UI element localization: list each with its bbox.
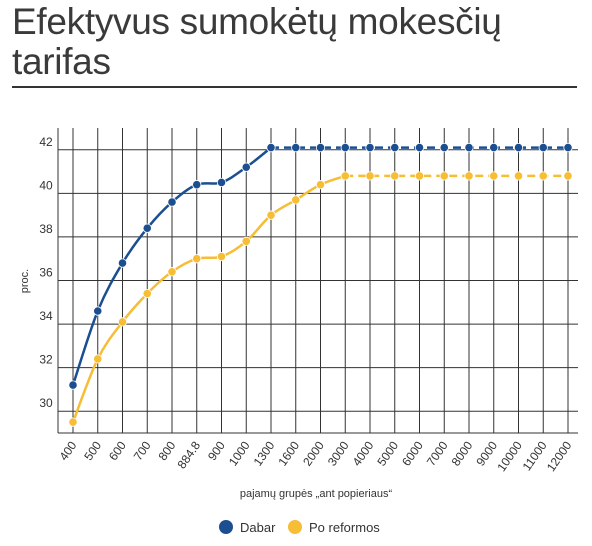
data-point: [291, 195, 301, 205]
series-line-po-reformos: [71, 174, 346, 423]
y-tick-label: 42: [39, 135, 53, 149]
data-point: [315, 143, 326, 153]
legend-marker-po-reformos: [288, 520, 302, 534]
x-tick-label: 500: [81, 438, 104, 463]
data-point: [142, 288, 152, 299]
data-point: [167, 197, 177, 207]
x-tick-label: 5000: [374, 438, 401, 468]
x-tick-label: 1600: [275, 438, 302, 468]
legend-label: Dabar: [240, 520, 276, 535]
data-point: [414, 143, 425, 153]
x-tick-label: 884.8: [175, 438, 204, 471]
data-point: [117, 258, 128, 268]
data-point: [167, 267, 177, 277]
data-point: [439, 143, 449, 153]
data-point: [563, 171, 573, 181]
x-tick-label: 1300: [251, 438, 278, 468]
data-point: [390, 143, 400, 153]
x-tick-label: 800: [155, 438, 178, 463]
page-title: Efektyvus sumokėtų mokesčių tarifas: [12, 1, 502, 82]
data-point: [365, 171, 375, 181]
data-point: [241, 236, 251, 246]
data-point: [464, 171, 474, 181]
x-tick-label: 600: [106, 438, 129, 463]
data-point: [216, 177, 227, 188]
data-point: [291, 143, 301, 153]
data-point: [192, 254, 202, 264]
data-point: [117, 317, 128, 327]
data-point: [365, 143, 375, 153]
data-point: [439, 171, 449, 181]
legend-item: Po reformos: [288, 520, 380, 535]
data-point: [390, 171, 400, 181]
legend-item: Dabar: [219, 520, 276, 535]
data-point: [93, 354, 103, 364]
y-tick-label: 38: [39, 222, 53, 236]
data-point: [68, 417, 78, 427]
x-tick-label: 400: [56, 438, 79, 463]
x-tick-label: 4000: [350, 438, 377, 468]
legend-label: Po reformos: [309, 520, 380, 535]
data-point: [216, 251, 227, 262]
y-tick-label: 36: [39, 266, 53, 280]
data-point: [513, 143, 524, 153]
data-point: [489, 171, 499, 181]
x-tick-label: 12000: [544, 438, 575, 474]
x-tick-label: 900: [205, 438, 228, 463]
data-point: [538, 143, 548, 153]
y-tick-label: 30: [39, 396, 53, 410]
title-divider: [12, 86, 577, 88]
data-point: [68, 380, 78, 390]
data-point: [340, 143, 350, 153]
y-tick-label: 32: [39, 353, 53, 367]
data-point: [538, 171, 548, 181]
x-tick-label: 7000: [424, 438, 451, 468]
x-tick-label: 10000: [494, 438, 525, 474]
y-tick-label: 34: [39, 309, 53, 323]
data-point: [315, 180, 326, 190]
data-point: [142, 223, 152, 233]
data-point: [93, 306, 103, 316]
grid: [57, 128, 578, 434]
data-point: [489, 143, 499, 153]
data-point: [464, 143, 474, 153]
x-tick-label: 1000: [226, 438, 253, 468]
data-point: [266, 143, 276, 153]
data-point: [563, 143, 573, 153]
data-point: [340, 171, 350, 181]
x-tick-label: 8000: [449, 438, 476, 468]
x-axis-label: pajamų grupės „ant popieriaus“: [240, 488, 393, 500]
data-point: [266, 210, 276, 220]
data-point: [192, 180, 202, 190]
y-tick-label: 40: [39, 178, 53, 192]
x-tick-label: 6000: [399, 438, 426, 468]
y-axis-label: proc.: [19, 269, 31, 293]
data-point: [241, 162, 251, 172]
x-tick-label: 3000: [325, 438, 352, 468]
x-tick-label: 700: [131, 438, 154, 463]
data-point: [513, 171, 524, 181]
x-tick-label: 2000: [300, 438, 327, 468]
data-point: [414, 171, 425, 181]
legend-marker-dabar: [219, 520, 233, 534]
